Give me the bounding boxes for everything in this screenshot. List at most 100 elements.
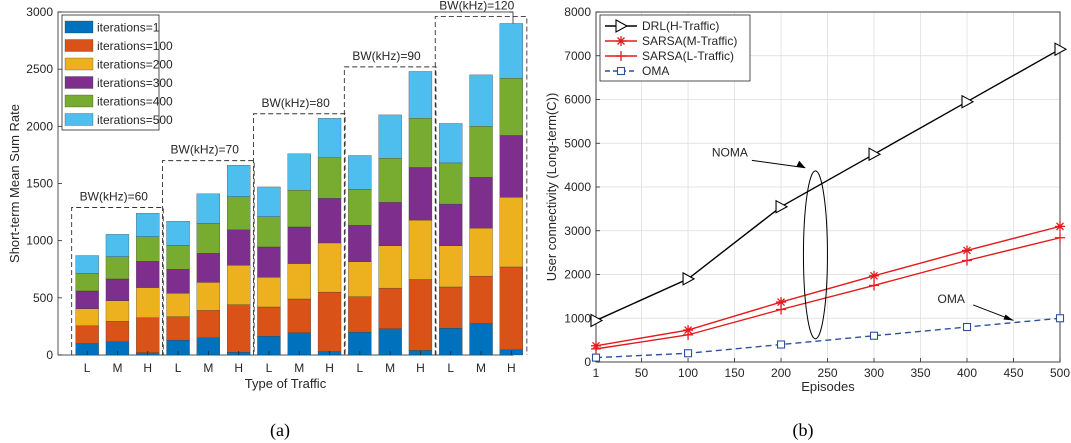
x-axis-label-a: Type of Traffic (245, 376, 327, 391)
plus-marker (683, 329, 694, 340)
bar-segment (166, 245, 190, 270)
bar-segment (439, 327, 463, 356)
bar-segment (439, 123, 463, 164)
x-tick-label-a: L (266, 361, 273, 375)
bar-segment (378, 245, 402, 289)
triangle-marker (775, 199, 789, 214)
bar-segment (257, 306, 281, 337)
bar-segment (469, 126, 493, 178)
x-tick-label-a: L (447, 361, 454, 375)
legend-swatch-a (64, 57, 94, 71)
bar-segment (499, 197, 524, 268)
y-tick-label-b: 8000 (564, 5, 591, 19)
plus-marker (591, 343, 601, 354)
bar-segment (226, 229, 251, 266)
asterisk-marker (616, 36, 626, 46)
y-axis-label-b: User connectivity (Long-term(C)) (544, 93, 559, 282)
x-tick-label-a: H (325, 361, 334, 375)
bar-segment (75, 308, 99, 326)
bar-segment (75, 273, 99, 292)
triangle-marker (590, 313, 604, 328)
chart-a: 0 500 1000 1500 2000 2500 3000 L M H L M H L M H L M H L M H B… (7, 0, 528, 391)
triangle-marker (682, 271, 696, 286)
bar-segment (166, 221, 190, 246)
legend-swatch-a (64, 94, 94, 108)
bar-segment (439, 203, 463, 246)
legend-label-a: iterations=500 (97, 113, 173, 127)
group-label: BW(kHz)=80 (261, 96, 330, 110)
bar-segment (317, 291, 342, 352)
x-tick-label-b: 300 (864, 366, 884, 380)
y-tick-label-b: 3000 (564, 224, 591, 238)
bar-segment (469, 74, 493, 127)
legend-label-b: OMA (642, 64, 669, 78)
bar-segment (136, 287, 160, 318)
bar-segment (105, 278, 130, 301)
asterisk-marker (776, 297, 787, 308)
asterisk-marker (869, 270, 880, 281)
y-tick-label-b: 2000 (564, 268, 591, 282)
legend-label-a: iterations=100 (97, 39, 173, 53)
bar-segment (499, 23, 524, 79)
x-tick-label-b: 450 (1003, 366, 1023, 380)
x-axis-label-b: Episodes (801, 379, 855, 394)
asterisk-marker (962, 245, 973, 256)
bar-segment (136, 317, 160, 353)
bar-segment (196, 223, 221, 254)
bar-segment (287, 263, 311, 300)
x-tick-label-b: 1 (593, 366, 600, 380)
bar-segment (166, 269, 190, 294)
group-label: BW(kHz)=60 (80, 190, 149, 204)
square-marker (869, 331, 879, 340)
bar-segment (378, 287, 402, 329)
plus-marker (1055, 232, 1065, 243)
bar-segment (287, 153, 311, 191)
annotation-arrow-noma (751, 159, 806, 169)
y-tick-label-a: 500 (33, 291, 53, 305)
bar-segment (105, 300, 130, 322)
square-marker (776, 340, 786, 349)
chart-b: 1 50 100 150 200 250 300 350 400 450 5000100020003… (544, 5, 1070, 394)
group-box (434, 16, 528, 355)
y-tick-label-a: 1500 (26, 177, 53, 191)
annotation-arrowhead-oma (1003, 314, 1014, 321)
bar-segment (408, 71, 433, 119)
legend-label-a: iterations=400 (97, 95, 173, 109)
bar-segment (348, 296, 372, 333)
x-tick-label-b: 250 (818, 366, 838, 380)
x-tick-label-b: 350 (911, 366, 931, 380)
y-tick-label-b: 0 (584, 355, 591, 369)
square-marker (684, 349, 693, 358)
x-tick-label-a: H (234, 361, 243, 375)
bar-segment (378, 158, 402, 203)
caption-a: (a) (270, 420, 290, 441)
square-marker (591, 353, 601, 362)
bar-segment (439, 286, 463, 329)
bar-segment (408, 118, 433, 168)
bar-segment (75, 255, 99, 274)
bar-segment (287, 226, 311, 264)
x-tick-label-a: L (84, 361, 91, 375)
y-tick-label-b: 5000 (564, 136, 591, 150)
y-tick-label-b: 6000 (564, 93, 591, 107)
group-box (253, 113, 346, 355)
x-tick-label-a: H (143, 361, 152, 375)
series-line (595, 237, 1061, 350)
caption-b: (b) (793, 420, 814, 441)
triangle-marker (868, 147, 882, 162)
x-tick-label-a: L (175, 361, 182, 375)
plot-frame-b (595, 11, 1061, 363)
bar-segment (136, 236, 160, 262)
legend-label-b: DRL(H-Traffic) (642, 19, 719, 33)
bar-segment (105, 321, 130, 343)
bar-segment (105, 256, 130, 280)
legend-swatch-a (64, 20, 94, 34)
y-tick-label-b: 1000 (564, 311, 591, 325)
bar-segment (317, 157, 342, 199)
bar-segment (257, 277, 281, 308)
bar-segment (196, 282, 221, 311)
bar-segment (136, 261, 160, 288)
triangle-marker (615, 19, 629, 33)
bar-segment (469, 177, 493, 229)
x-tick-label-b: 150 (725, 366, 745, 380)
